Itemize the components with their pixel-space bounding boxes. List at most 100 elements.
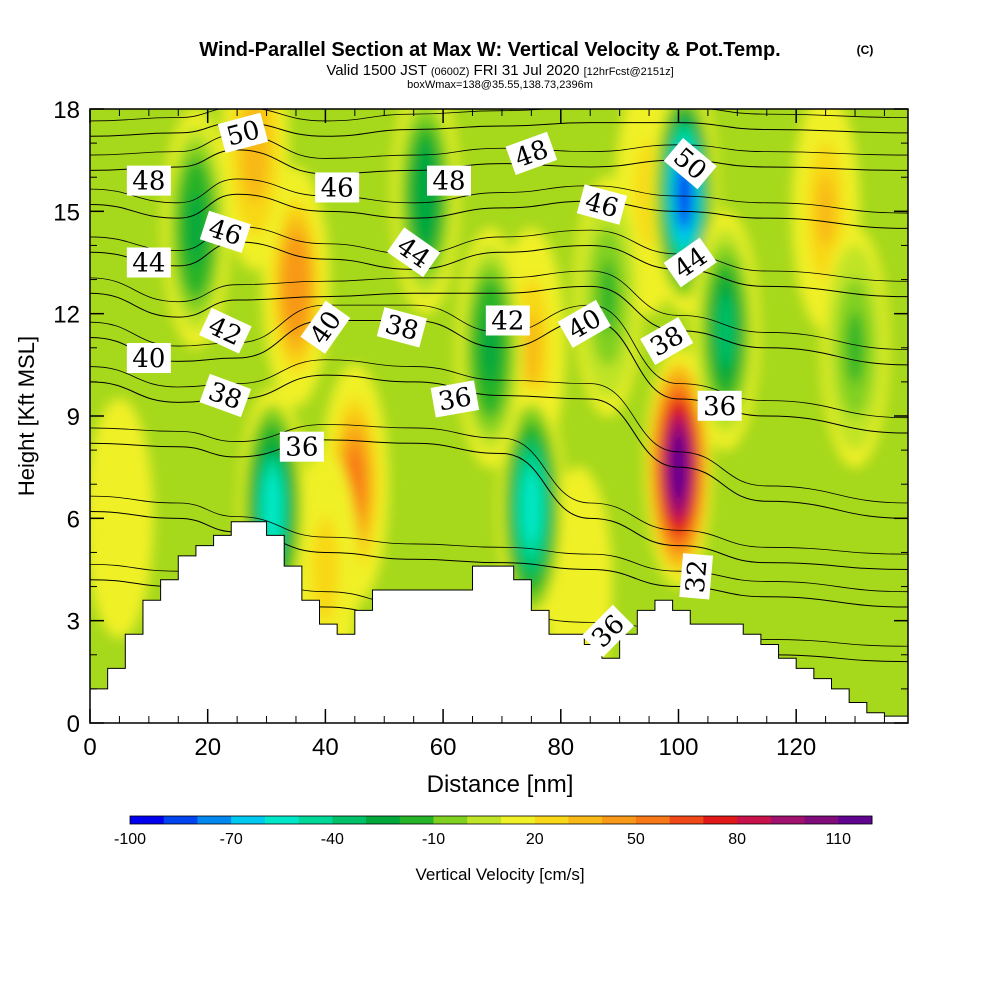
colorbar-swatch — [130, 816, 165, 824]
colorbar-frame — [129, 815, 873, 825]
colorbar-swatch — [703, 816, 738, 824]
downdraft-core-7 — [161, 109, 230, 349]
y-tick-label: 15 — [53, 199, 80, 226]
contour-label-bg — [199, 210, 251, 253]
contour-label: 36 — [279, 431, 324, 463]
downdraft-core-band — [717, 294, 735, 367]
colorbar-swatch — [264, 816, 300, 824]
terrain — [90, 521, 908, 723]
colorbar-swatch — [534, 816, 569, 824]
contour-label: 36 — [430, 380, 480, 418]
contour-label-text: 36 — [436, 382, 474, 417]
contour-label-bg — [581, 604, 635, 658]
downdraft-core-2 — [497, 388, 566, 629]
colorbar-swatch — [635, 816, 671, 824]
contour-label: 44 — [663, 237, 717, 288]
contour-label-bg — [663, 237, 717, 288]
y-tick-label: 6 — [67, 506, 80, 533]
contour-label-text: 46 — [321, 173, 354, 203]
contour-label: 32 — [679, 553, 714, 600]
updraft-core-band — [316, 533, 334, 606]
chart-title: Wind-Parallel Section at Max W: Vertical… — [199, 39, 780, 61]
contour-label-bg — [640, 316, 694, 365]
contour-label: 48 — [426, 165, 471, 197]
contour-label-bg — [279, 431, 324, 462]
contour-label: 42 — [485, 305, 530, 336]
colorbar-tick-label: -40 — [321, 831, 344, 848]
contour-label: 44 — [126, 247, 171, 279]
y-tick-label: 0 — [67, 711, 80, 738]
contour-label-bg — [485, 305, 530, 336]
updraft-core-band — [817, 175, 835, 248]
contour-label: 46 — [576, 184, 628, 225]
contour-label: 48 — [126, 165, 171, 197]
colorbar-swatch — [366, 816, 401, 824]
updraft-core-8 — [791, 109, 860, 332]
chart-subtitle: Valid 1500 JST (0600Z) FRI 31 Jul 2020 [… — [326, 62, 673, 79]
theta-contour-minor — [90, 178, 908, 214]
colorbar-swatch — [433, 816, 468, 824]
colorbar-swatch — [804, 816, 839, 824]
downdraft-core-band — [263, 472, 281, 545]
contour-label-bg — [217, 112, 269, 154]
contour-label-bg — [376, 307, 428, 348]
forecast-info: [12hrFcst@2151z] — [584, 66, 674, 78]
colorbar-swatch — [163, 816, 198, 824]
theta-contour-minor — [90, 270, 908, 350]
contour-label-bg — [576, 184, 628, 225]
contour-label-bg — [430, 380, 480, 418]
contour-label: 42 — [199, 307, 252, 354]
contour-label-text: 44 — [132, 249, 165, 279]
y-tick-label: 18 — [53, 97, 80, 124]
updraft-core-9 — [90, 398, 154, 639]
x-tick-label: 40 — [312, 734, 339, 761]
contour-label-bg — [126, 247, 171, 278]
contour-label: 36 — [697, 390, 742, 422]
title-block: Wind-Parallel Section at Max W: Vertical… — [199, 39, 873, 91]
theta-contour-36 — [90, 439, 908, 570]
contour-label-text: 48 — [432, 167, 465, 197]
colorbar-swatch — [399, 816, 435, 824]
utc-time: (0600Z) — [431, 66, 470, 78]
contour-label-bg — [663, 137, 717, 190]
x-axis-label: Distance [nm] — [427, 771, 574, 798]
theta-contour-48 — [90, 149, 908, 175]
colorbar-swatch — [669, 816, 704, 824]
colorbar-swatch — [770, 816, 806, 824]
updraft-core-band — [287, 250, 305, 323]
colorbar-tick-label: 80 — [728, 831, 746, 848]
contour-label-bg — [697, 390, 742, 421]
valid-date: FRI 31 Jul 2020 — [474, 62, 580, 79]
box-info: boxWmax=138@35.55,138.73,2396m — [407, 79, 593, 91]
downdraft-core-8 — [821, 227, 890, 468]
contour-label-bg — [505, 131, 558, 175]
downdraft-core-band — [187, 192, 205, 265]
contour-label-text: 42 — [491, 306, 524, 336]
colorbar-tick-label: 110 — [826, 831, 852, 848]
colorbar-swatch — [737, 816, 772, 824]
contour-label-bg — [679, 553, 714, 600]
colorbar-tick-label: -70 — [220, 831, 243, 848]
downdraft-core-5 — [456, 227, 525, 468]
contour-label-bg — [426, 165, 471, 196]
downdraft-core-3 — [691, 210, 760, 451]
theta-contours — [90, 109, 908, 663]
colorbar-swatch — [332, 816, 367, 824]
valid-time: Valid 1500 JST — [326, 62, 426, 79]
contour-label-text: 36 — [703, 392, 736, 422]
colorbar-tick-label: 50 — [627, 831, 645, 848]
colorbar-swatch — [231, 816, 266, 824]
colorbar-swatch — [197, 816, 232, 824]
colorbar-label: Vertical Velocity [cm/s] — [415, 865, 584, 884]
theta-contour-50 — [90, 122, 908, 137]
contour-label-text: 48 — [132, 167, 165, 197]
contour-label-text: 40 — [132, 344, 165, 374]
contour-label-bg — [126, 165, 171, 196]
contour-label-bg — [315, 172, 360, 203]
colorbar-swatch — [602, 816, 637, 824]
downdraft-core-band — [846, 311, 864, 384]
y-tick-label: 12 — [53, 302, 80, 329]
